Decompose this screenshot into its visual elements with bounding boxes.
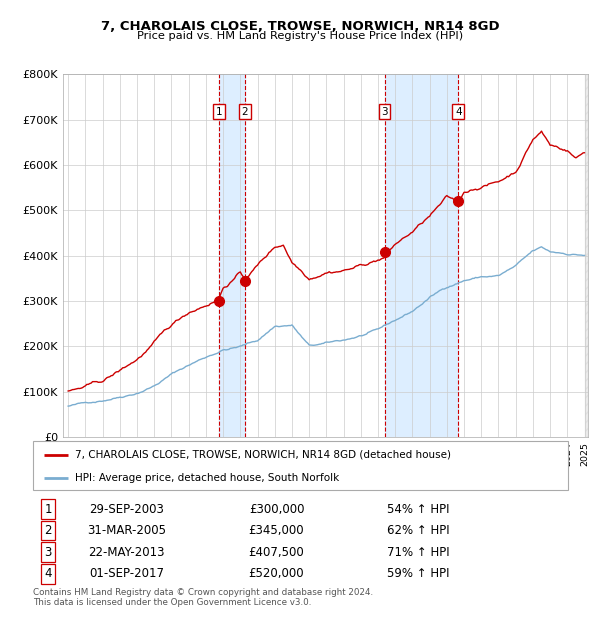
Text: 1: 1 (215, 107, 222, 117)
Text: 29-SEP-2003: 29-SEP-2003 (89, 503, 164, 516)
Bar (385, 74, 458, 437)
Text: 3: 3 (44, 546, 52, 559)
Text: 01-SEP-2017: 01-SEP-2017 (89, 567, 164, 580)
Text: 4: 4 (455, 107, 461, 117)
Text: 4: 4 (44, 567, 52, 580)
Text: 54% ↑ HPI: 54% ↑ HPI (387, 503, 449, 516)
Bar (584, 74, 588, 437)
Text: 7, CHAROLAIS CLOSE, TROWSE, NORWICH, NR14 8GD: 7, CHAROLAIS CLOSE, TROWSE, NORWICH, NR1… (101, 20, 499, 33)
FancyBboxPatch shape (33, 441, 568, 490)
Text: 7, CHAROLAIS CLOSE, TROWSE, NORWICH, NR14 8GD (detached house): 7, CHAROLAIS CLOSE, TROWSE, NORWICH, NR1… (75, 450, 451, 460)
Text: £300,000: £300,000 (249, 503, 304, 516)
Text: 22-MAY-2013: 22-MAY-2013 (88, 546, 165, 559)
Text: 1: 1 (44, 503, 52, 516)
Text: 59% ↑ HPI: 59% ↑ HPI (387, 567, 449, 580)
Text: 62% ↑ HPI: 62% ↑ HPI (387, 524, 449, 537)
Text: Contains HM Land Registry data © Crown copyright and database right 2024.
This d: Contains HM Land Registry data © Crown c… (33, 588, 373, 607)
Text: 2: 2 (241, 107, 248, 117)
Text: £407,500: £407,500 (248, 546, 304, 559)
Text: 71% ↑ HPI: 71% ↑ HPI (387, 546, 449, 559)
Text: 3: 3 (381, 107, 388, 117)
Text: £345,000: £345,000 (249, 524, 304, 537)
Text: £520,000: £520,000 (249, 567, 304, 580)
Bar (219, 74, 245, 437)
Text: Price paid vs. HM Land Registry's House Price Index (HPI): Price paid vs. HM Land Registry's House … (137, 31, 463, 41)
Text: HPI: Average price, detached house, South Norfolk: HPI: Average price, detached house, Sout… (75, 472, 339, 483)
Text: 2: 2 (44, 524, 52, 537)
Text: 31-MAR-2005: 31-MAR-2005 (87, 524, 166, 537)
